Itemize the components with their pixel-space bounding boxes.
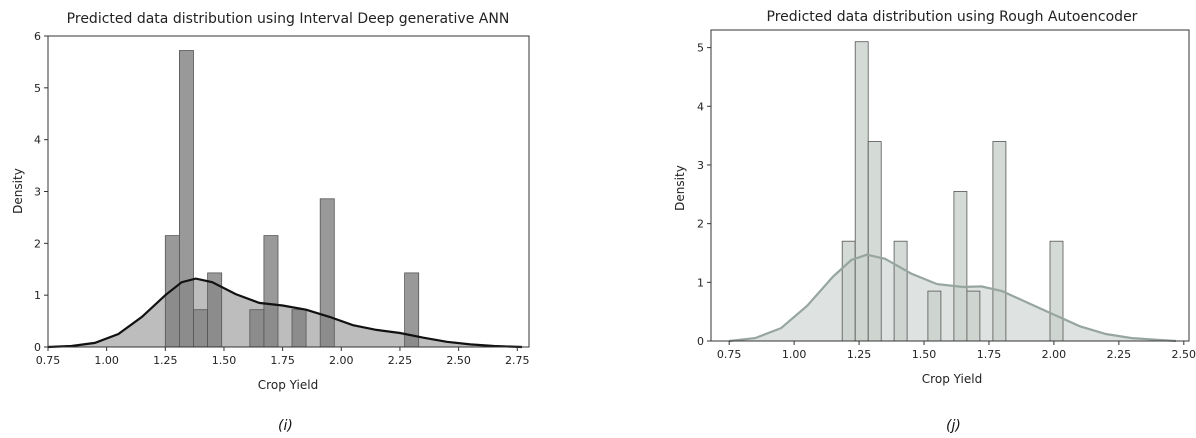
histogram-bar [867,141,882,342]
y-tick-label: 3 [34,186,41,199]
histogram-bar [992,141,1007,342]
histogram-bar [263,235,279,348]
histogram-bar [291,309,307,348]
x-axis-label: Crop Yield [258,378,318,392]
histogram-bar [953,190,968,342]
x-axis-label: Crop Yield [922,372,982,386]
x-tick-label: 1.50 [912,348,937,361]
histogram-bar [893,240,908,342]
x-tick-label: 0.75 [717,348,742,361]
histogram-bar [966,290,981,342]
y-axis-label: Density [11,168,25,214]
y-tick-label: 6 [34,30,41,43]
kde-area [729,254,1177,341]
histogram-bar [319,198,335,348]
caption-j: (j) [946,418,961,434]
x-tick-label: 1.00 [94,354,119,367]
x-tick-label: 2.50 [446,354,471,367]
x-tick-label: 2.00 [1042,348,1067,361]
kde-line [47,277,523,349]
plot-frame [47,35,530,348]
y-tick-label: 2 [697,218,704,231]
x-tick-label: 1.25 [847,348,872,361]
y-tick-label: 1 [697,276,704,289]
y-tick-label: 5 [697,42,704,55]
x-tick-label: 2.00 [329,354,354,367]
histogram-bar [854,41,869,342]
y-tick-label: 4 [697,100,704,113]
y-tick-label: 1 [34,289,41,302]
histogram-bar [249,309,265,348]
y-tick-label: 5 [34,82,41,95]
kde-line [729,253,1177,343]
x-tick-label: 1.25 [153,354,178,367]
y-tick-label: 3 [697,159,704,172]
histogram-bar [1049,240,1064,342]
x-tick-label: 2.25 [1107,348,1132,361]
histogram-bar [164,235,180,348]
chart-title: Predicted data distribution using Interv… [67,11,510,27]
histogram-bar [927,290,942,342]
caption-i: (i) [278,418,293,434]
chart-interval-deep-ann: Predicted data distribution using Interv… [11,11,530,392]
x-tick-label: 1.50 [212,354,237,367]
chart-rough-autoencoder: Predicted data distribution using Rough … [673,9,1196,386]
x-tick-label: 2.50 [1172,348,1196,361]
x-tick-label: 1.00 [782,348,807,361]
y-tick-label: 2 [34,237,41,250]
histogram-bar [178,50,194,348]
kde-area [48,278,522,347]
histogram-bar [193,309,209,348]
x-tick-label: 2.25 [388,354,413,367]
y-tick-label: 4 [34,134,41,147]
x-tick-label: 1.75 [977,348,1002,361]
x-tick-label: 0.75 [36,354,61,367]
y-tick-label: 0 [697,335,704,348]
histogram-bar [841,240,856,342]
x-tick-label: 1.75 [270,354,295,367]
y-tick-label: 0 [34,341,41,354]
x-tick-label: 2.75 [505,354,530,367]
plot-frame [710,29,1190,342]
y-axis-label: Density [673,165,687,211]
chart-title: Predicted data distribution using Rough … [767,9,1138,25]
